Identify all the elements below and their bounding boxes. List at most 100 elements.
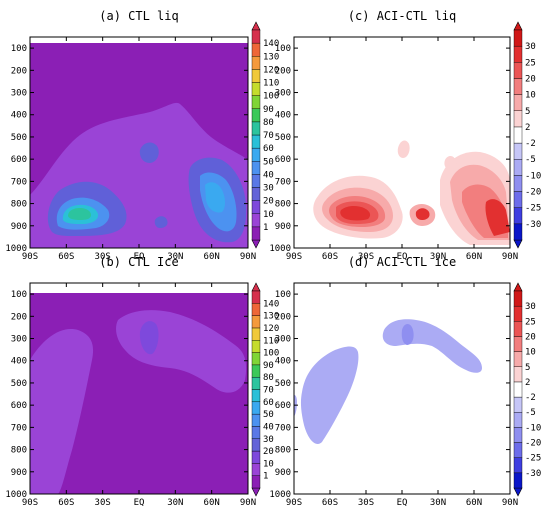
colorbar-d-label-10: 25	[525, 317, 536, 327]
y-tick-label-a-9: 1000	[5, 244, 27, 254]
colorbar-b-segment-5	[251, 413, 261, 427]
y-tick-label-b-1: 200	[11, 312, 27, 322]
x-tick-label-d-0: 90S	[286, 498, 302, 508]
colorbar-b-label-9: 90	[263, 361, 274, 371]
colorbar-b-segment-1	[251, 463, 261, 476]
colorbar-d-segment-7	[513, 366, 523, 383]
panel-a-contour-eq-pocket	[139, 142, 159, 163]
colorbar-c-label-11: 30	[525, 42, 536, 52]
colorbar-b-segment-8	[251, 376, 261, 390]
colorbar-c-segment-9	[513, 78, 523, 95]
x-tick-label-a-6: 90N	[240, 252, 256, 262]
colorbar-d-segment-4	[513, 412, 523, 428]
y-tick-label-a-5: 600	[11, 155, 27, 165]
colorbar-b-label-5: 50	[263, 410, 274, 420]
colorbar-a-label-3: 30	[263, 184, 274, 194]
panel-b-plot	[30, 283, 248, 494]
x-tick-label-d-5: 60N	[466, 498, 482, 508]
colorbar-b-segment-3	[251, 438, 261, 452]
y-tick-label-a-3: 400	[11, 111, 27, 121]
y-tick-label-b-7: 800	[11, 446, 27, 456]
colorbar-d-label-6: 2	[525, 378, 530, 388]
panel-title-a: (a) CTL liq	[99, 9, 178, 23]
colorbar-c-segment-10	[513, 62, 523, 79]
x-tick-label-d-4: 30N	[430, 498, 446, 508]
x-tick-label-b-5: 60N	[204, 498, 220, 508]
colorbar-a-segment-7	[251, 134, 261, 149]
x-tick-label-a-4: 30N	[167, 252, 183, 262]
y-tick-label-b-4: 500	[11, 379, 27, 389]
colorbar-a-segment-0	[251, 226, 261, 241]
colorbar-c-segment-1	[513, 207, 523, 225]
colorbar-c-segment-11	[513, 45, 523, 63]
panel-title-d: (d) ACI-CTL ice	[348, 255, 456, 269]
y-tick-label-a-6: 700	[11, 177, 27, 187]
x-tick-label-d-3: EQ	[397, 498, 408, 508]
colorbar-b-label-12: 120	[263, 324, 279, 334]
colorbar-a-segment-2	[251, 200, 261, 214]
colorbar-b-label-0: 1	[263, 472, 268, 482]
colorbar-c-label-10: 25	[525, 58, 536, 68]
y-tick-label-d-4: 500	[275, 379, 291, 389]
colorbar-c-segment-7	[513, 110, 523, 128]
colorbar-a-max-arrow	[251, 21, 261, 31]
colorbar-c-label-3: -10	[525, 171, 541, 181]
panel-d-plot	[294, 283, 510, 494]
colorbar-a-segment-15	[251, 29, 261, 44]
panel-a-contour-30-40-north	[205, 182, 225, 213]
panel-c-plot	[294, 37, 510, 248]
colorbar-c-segment-0	[513, 223, 523, 241]
colorbar-c-label-4: -5	[525, 155, 536, 165]
colorbar-c-segment-5	[513, 142, 523, 160]
y-tick-label-a-4: 500	[11, 133, 27, 143]
x-tick-label-c-6: 90N	[502, 252, 518, 262]
colorbar-a-label-13: 130	[263, 52, 279, 62]
y-tick-label-d-6: 700	[275, 423, 291, 433]
y-tick-label-c-7: 800	[275, 200, 291, 210]
y-tick-label-d-3: 400	[275, 357, 291, 367]
panel-c-contour-eq-15n-inner	[415, 208, 430, 220]
colorbar-a-label-12: 120	[263, 65, 279, 75]
x-tick-label-c-4: 30N	[430, 252, 446, 262]
x-tick-label-c-5: 60N	[466, 252, 482, 262]
colorbar-d-segment-3	[513, 427, 523, 443]
y-tick-label-b-6: 700	[11, 423, 27, 433]
panel-title-c: (c) ACI-CTL liq	[348, 9, 456, 23]
y-tick-label-a-0: 100	[11, 44, 27, 54]
colorbar-a-label-5: 50	[263, 157, 274, 167]
x-tick-label-b-1: 60S	[58, 498, 74, 508]
colorbar-a-segment-9	[251, 108, 261, 123]
colorbar-a-segment-11	[251, 82, 261, 96]
y-tick-label-d-5: 600	[275, 401, 291, 411]
panel-d-contour-south	[300, 346, 359, 445]
colorbar-b-label-6: 60	[263, 398, 274, 408]
colorbar-c-label-5: -2	[525, 139, 536, 149]
colorbar-a-segment-5	[251, 161, 261, 175]
colorbar-d-segment-12	[513, 290, 523, 307]
colorbar-d-label-1: -25	[525, 454, 541, 464]
y-tick-label-b-8: 900	[11, 468, 27, 478]
colorbar-a-label-4: 40	[263, 170, 274, 180]
colorbar-a-segment-14	[251, 42, 261, 57]
panel-c-contour-upper-2	[444, 156, 457, 171]
colorbar-d-segment-2	[513, 442, 523, 458]
colorbar-a-label-1: 10	[263, 210, 274, 220]
colorbar-c-min-arrow	[513, 239, 523, 249]
x-tick-label-c-2: 30S	[358, 252, 374, 262]
y-tick-label-c-8: 900	[275, 222, 291, 232]
colorbar-c-label-9: 20	[525, 74, 536, 84]
y-tick-label-d-8: 900	[275, 468, 291, 478]
colorbar-d-label-4: -5	[525, 408, 536, 418]
colorbar-d-label-2: -20	[525, 439, 541, 449]
panel-d-contour-eq-inner	[401, 324, 414, 345]
colorbar-b-segment-0	[251, 475, 261, 489]
colorbar-c-label-6: 2	[525, 123, 530, 133]
colorbar-b-label-1: 10	[263, 459, 274, 469]
colorbar-d-label-7: 5	[525, 363, 530, 373]
colorbar-b-label-13: 130	[263, 312, 279, 322]
x-tick-label-a-0: 90S	[22, 252, 38, 262]
x-tick-label-c-3: EQ	[397, 252, 408, 262]
colorbar-a-segment-1	[251, 213, 261, 228]
y-tick-label-b-2: 300	[11, 335, 27, 345]
